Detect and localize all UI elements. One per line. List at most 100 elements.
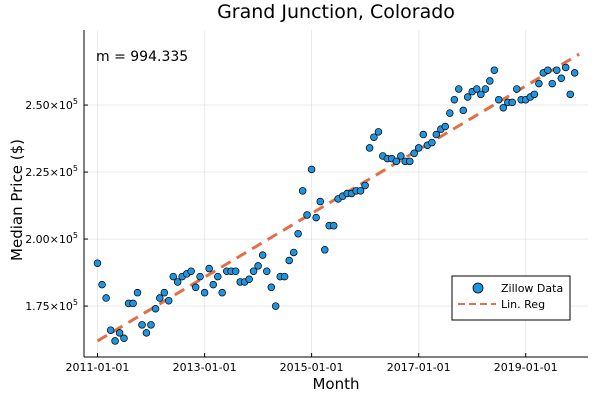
data-point	[397, 152, 405, 160]
data-point	[129, 299, 137, 308]
y-tick-label: 2.50×105	[25, 97, 78, 112]
data-point	[428, 138, 436, 147]
data-point	[561, 63, 570, 72]
data-point	[548, 79, 556, 88]
data-point	[151, 305, 160, 313]
data-point	[490, 66, 499, 74]
x-tick-label: 2015-01-01	[280, 361, 344, 374]
data-point	[508, 98, 516, 107]
data-point	[499, 103, 508, 112]
data-point	[245, 275, 253, 284]
data-point	[98, 280, 106, 289]
data-point	[566, 90, 575, 99]
data-point	[218, 288, 226, 297]
data-point	[271, 302, 280, 310]
data-point	[285, 256, 293, 265]
data-point	[553, 66, 561, 74]
data-point	[406, 157, 414, 166]
x-tick-label: 2013-01-01	[173, 361, 237, 374]
data-point	[410, 149, 418, 158]
y-tick-label: 2.25×105	[25, 164, 78, 179]
data-point	[307, 165, 316, 174]
data-point	[147, 321, 155, 329]
data-point	[191, 283, 200, 292]
data-point	[392, 157, 401, 166]
data-point	[249, 267, 258, 275]
x-tick-label: 2019-01-01	[494, 361, 558, 374]
data-point	[289, 248, 298, 257]
data-point	[164, 296, 173, 305]
data-point	[530, 90, 539, 99]
data-point	[513, 85, 521, 93]
data-point	[120, 334, 128, 342]
legend-label-linreg: Lin. Reg	[501, 298, 545, 311]
data-point	[142, 329, 151, 337]
data-point	[133, 288, 142, 297]
data-point	[298, 187, 307, 195]
data-point	[205, 264, 213, 273]
data-point	[214, 272, 222, 281]
data-point	[106, 326, 115, 334]
data-point	[187, 267, 195, 275]
data-point	[258, 251, 267, 259]
data-point	[209, 280, 218, 289]
data-point	[459, 106, 468, 115]
x-axis-label: Month	[312, 375, 359, 393]
x-ticks: 2011-01-01 2013-01-01 2015-01-01 2017-01-01…	[66, 353, 558, 374]
data-point	[557, 74, 566, 82]
data-point	[263, 267, 271, 275]
data-point	[303, 211, 311, 219]
data-point	[254, 262, 262, 270]
y-axis-label: Median Price ($)	[8, 139, 26, 261]
data-point	[138, 321, 146, 329]
data-point	[441, 122, 450, 131]
data-point	[329, 221, 338, 230]
data-point	[111, 337, 119, 345]
data-point	[196, 272, 204, 281]
data-point	[414, 144, 423, 152]
data-point	[200, 288, 209, 297]
data-points	[93, 63, 579, 345]
data-point	[454, 85, 463, 93]
data-point	[432, 130, 441, 139]
data-point	[102, 294, 110, 302]
data-point	[473, 85, 481, 93]
data-point	[370, 133, 378, 141]
slope-annotation: m = 994.335	[96, 49, 188, 65]
x-tick-label: 2017-01-01	[387, 361, 451, 374]
y-ticks: 1.75×105 2.00×105 2.25×105 2.50×105	[25, 97, 88, 313]
chart-title: Grand Junction, Colorado	[217, 1, 455, 23]
data-point	[321, 246, 329, 254]
data-point	[160, 288, 169, 297]
data-point	[280, 272, 289, 281]
data-point	[231, 267, 240, 275]
legend: Zillow Data Lin. Reg	[451, 275, 571, 321]
data-point	[450, 95, 459, 104]
data-point	[494, 95, 503, 104]
data-point	[173, 278, 182, 286]
data-point	[481, 85, 490, 93]
data-point	[169, 272, 178, 281]
y-tick-label: 2.00×105	[25, 231, 78, 246]
data-point	[365, 144, 374, 152]
data-point	[361, 181, 369, 190]
data-point	[356, 187, 365, 195]
data-point	[294, 229, 302, 238]
data-point	[115, 329, 124, 337]
data-point	[374, 128, 383, 136]
data-point	[477, 90, 485, 99]
data-point	[316, 197, 324, 206]
data-point	[93, 259, 102, 267]
legend-box	[451, 275, 571, 321]
legend-marker-zillow	[472, 282, 484, 294]
data-point	[486, 77, 494, 85]
data-point	[446, 109, 454, 117]
data-point	[156, 294, 164, 302]
y-tick-label: 1.75×105	[25, 298, 78, 313]
data-point	[570, 69, 579, 77]
legend-label-zillow: Zillow Data	[501, 282, 563, 295]
data-point	[419, 130, 428, 139]
data-point	[463, 93, 472, 101]
data-point	[535, 79, 543, 88]
